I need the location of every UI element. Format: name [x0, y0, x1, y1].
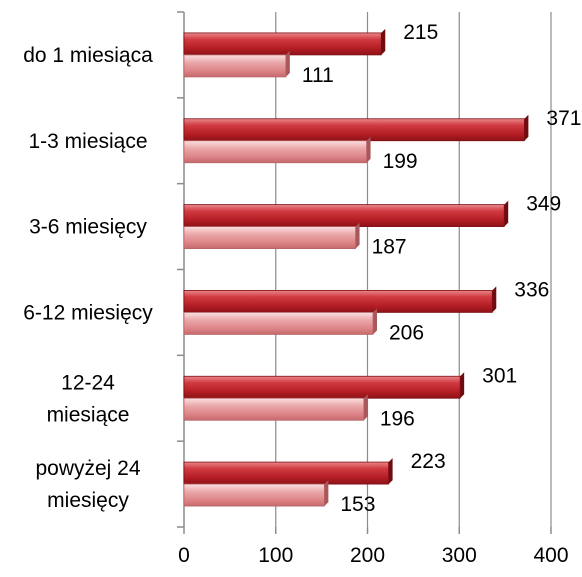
data-label: 111 [302, 64, 334, 87]
bar [183, 483, 325, 507]
category-label: 3-6 miesięcy [29, 216, 147, 239]
category-label: 6-12 miesięcy [23, 301, 153, 324]
bar-side [363, 394, 368, 421]
bar [183, 226, 356, 249]
bar [183, 118, 525, 142]
bar-side [324, 480, 329, 507]
bars [183, 28, 529, 507]
bar-side [366, 136, 371, 163]
bar-side [373, 308, 378, 335]
data-label: 371 [546, 107, 581, 130]
bar [183, 140, 367, 164]
category-label: miesięcy [47, 489, 129, 512]
x-tick-label-100: 100 [258, 544, 293, 567]
category-label: powyżej 24 [35, 457, 140, 480]
axes [177, 11, 552, 534]
data-label: 223 [411, 450, 446, 473]
category-label: miesiące [47, 403, 130, 426]
data-label: 336 [514, 278, 549, 301]
category-label: 12-24 [61, 371, 115, 394]
data-label: 301 [482, 364, 517, 387]
bar-side [524, 114, 529, 141]
bar-side [381, 28, 386, 55]
bar-side [504, 200, 509, 227]
bar-side [388, 458, 393, 485]
bar [183, 461, 390, 485]
bar-side [355, 222, 360, 249]
bar [183, 54, 287, 78]
data-label: 215 [403, 21, 438, 44]
x-tick-label-200: 200 [350, 544, 385, 567]
bar [183, 312, 374, 335]
x-tick-label-0: 0 [178, 544, 190, 567]
bar-side [460, 372, 465, 399]
bar [183, 397, 365, 421]
data-label: 187 [372, 236, 407, 259]
x-tick-label-400: 400 [533, 544, 568, 567]
data-label: 153 [340, 493, 375, 516]
labels: 0 100 200 300 400 do 1 miesiąca 215 111 1-3 mies… [23, 21, 581, 567]
bar-side [285, 50, 290, 77]
bar [183, 204, 505, 227]
bar [183, 375, 461, 399]
data-label: 206 [389, 321, 424, 344]
data-label: 349 [526, 193, 561, 216]
category-label: do 1 miesiąca [23, 44, 153, 67]
bar-side [492, 286, 497, 313]
data-label: 196 [380, 407, 415, 430]
x-tick-label-300: 300 [442, 544, 477, 567]
category-label: 1-3 miesiące [28, 130, 147, 153]
bar [183, 290, 493, 313]
gridlines [275, 12, 552, 527]
data-label: 199 [383, 150, 418, 173]
bar [183, 32, 382, 56]
